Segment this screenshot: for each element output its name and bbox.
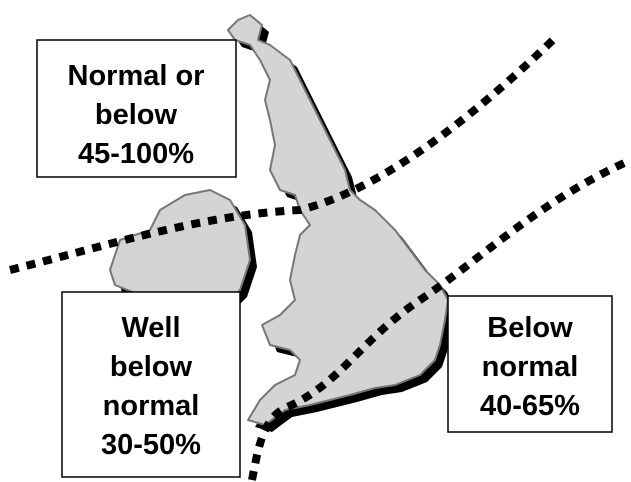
region-label: 40-65% <box>480 390 580 422</box>
region-label: 45-100% <box>78 138 194 170</box>
label-box <box>36 39 237 178</box>
region-label: Well <box>121 312 180 344</box>
label-box <box>61 291 241 478</box>
boundary-north <box>9 35 558 274</box>
boundary-south <box>248 156 631 481</box>
region-label: Below <box>487 312 573 344</box>
label-box <box>447 295 613 433</box>
great-britain <box>227 14 449 426</box>
region-label: normal <box>103 390 200 422</box>
region-label: normal <box>482 351 579 383</box>
region-label: below <box>110 351 193 383</box>
ireland <box>109 189 251 306</box>
region-label: Normal or <box>68 60 205 92</box>
region-label: 30-50% <box>101 429 201 461</box>
region-label: below <box>95 99 178 131</box>
